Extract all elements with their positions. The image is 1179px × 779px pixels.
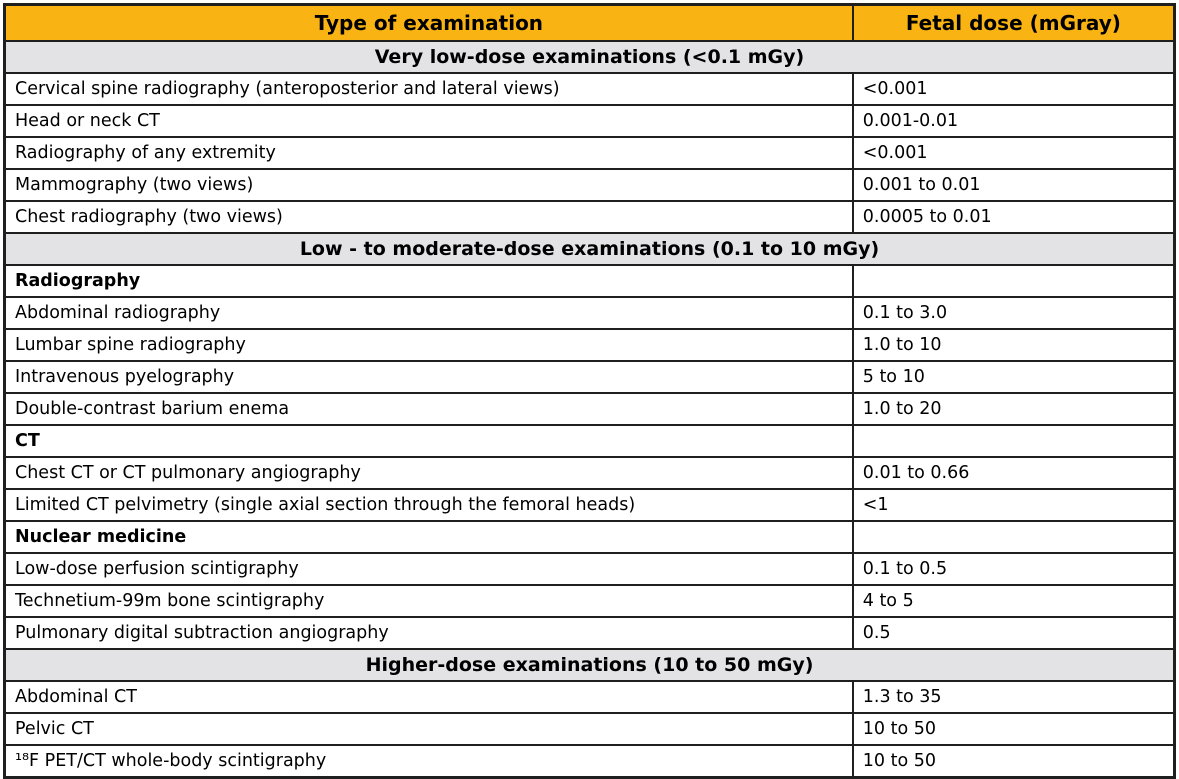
column-header-type-of-examination: Type of examination [3, 3, 854, 42]
dose-cell: <0.001 [851, 136, 1176, 170]
dose-cell: <0.001 [851, 72, 1176, 106]
subsection-header-cell: CT [3, 424, 854, 458]
dose-cell [851, 520, 1176, 554]
subsection-header-cell: Radiography [3, 264, 854, 298]
exam-cell: Double-contrast barium enema [3, 392, 854, 426]
section-header: Higher-dose examinations (10 to 50 mGy) [3, 648, 1176, 682]
dose-cell: 0.1 to 3.0 [851, 296, 1176, 330]
dose-cell: 5 to 10 [851, 360, 1176, 394]
column-header-fetal-dose: Fetal dose (mGray) [851, 3, 1176, 42]
dose-cell [851, 424, 1176, 458]
table-row: Pelvic CT 10 to 50 [3, 712, 1176, 746]
section-header: Low - to moderate-dose examinations (0.1… [3, 232, 1176, 266]
table-row: Higher-dose examinations (10 to 50 mGy) [3, 648, 1176, 682]
table-row: Technetium-99m bone scintigraphy 4 to 5 [3, 584, 1176, 618]
table-row: CT [3, 424, 1176, 458]
table-row: Very low-dose examinations (<0.1 mGy) [3, 40, 1176, 74]
table-row: Double-contrast barium enema 1.0 to 20 [3, 392, 1176, 426]
exam-cell: Cervical spine radiography (anteroposter… [3, 72, 854, 106]
exam-cell: Abdominal radiography [3, 296, 854, 330]
exam-cell: Limited CT pelvimetry (single axial sect… [3, 488, 854, 522]
dose-cell: 1.0 to 10 [851, 328, 1176, 362]
table-row: Abdominal radiography 0.1 to 3.0 [3, 296, 1176, 330]
table-row: Nuclear medicine [3, 520, 1176, 554]
exam-cell: Low-dose perfusion scintigraphy [3, 552, 854, 586]
exam-cell: Chest radiography (two views) [3, 200, 854, 234]
table-row: Intravenous pyelography 5 to 10 [3, 360, 1176, 394]
table-row: ¹⁸F PET/CT whole-body scintigraphy 10 to… [3, 744, 1176, 779]
dose-cell: 4 to 5 [851, 584, 1176, 618]
dose-cell: 0.0005 to 0.01 [851, 200, 1176, 234]
exam-cell: Pulmonary digital subtraction angiograph… [3, 616, 854, 650]
section-header: Very low-dose examinations (<0.1 mGy) [3, 40, 1176, 74]
dose-cell: 10 to 50 [851, 712, 1176, 746]
exam-cell: Abdominal CT [3, 680, 854, 714]
dose-cell [851, 264, 1176, 298]
table-row: Chest CT or CT pulmonary angiography 0.0… [3, 456, 1176, 490]
exam-cell: Mammography (two views) [3, 168, 854, 202]
exam-cell: Head or neck CT [3, 104, 854, 138]
table-row: Cervical spine radiography (anteroposter… [3, 72, 1176, 106]
table-header-row: Type of examination Fetal dose (mGray) [3, 3, 1176, 42]
exam-cell: Pelvic CT [3, 712, 854, 746]
exam-cell: Technetium-99m bone scintigraphy [3, 584, 854, 618]
dose-cell: 0.001 to 0.01 [851, 168, 1176, 202]
table-row: Abdominal CT 1.3 to 35 [3, 680, 1176, 714]
table-row: Low - to moderate-dose examinations (0.1… [3, 232, 1176, 266]
dose-cell: 0.001-0.01 [851, 104, 1176, 138]
dose-cell: 0.5 [851, 616, 1176, 650]
exam-cell: Lumbar spine radiography [3, 328, 854, 362]
fetal-dose-table: Type of examination Fetal dose (mGray) V… [3, 3, 1176, 779]
table-row: Mammography (two views) 0.001 to 0.01 [3, 168, 1176, 202]
table-row: Head or neck CT 0.001-0.01 [3, 104, 1176, 138]
table-row: Radiography of any extremity <0.001 [3, 136, 1176, 170]
dose-cell: 0.1 to 0.5 [851, 552, 1176, 586]
exam-cell: Intravenous pyelography [3, 360, 854, 394]
dose-cell: <1 [851, 488, 1176, 522]
exam-cell: Radiography of any extremity [3, 136, 854, 170]
table-row: Limited CT pelvimetry (single axial sect… [3, 488, 1176, 522]
table-row: Low-dose perfusion scintigraphy 0.1 to 0… [3, 552, 1176, 586]
table-row: Radiography [3, 264, 1176, 298]
exam-cell: Chest CT or CT pulmonary angiography [3, 456, 854, 490]
table-row: Chest radiography (two views) 0.0005 to … [3, 200, 1176, 234]
dose-cell: 0.01 to 0.66 [851, 456, 1176, 490]
dose-cell: 1.3 to 35 [851, 680, 1176, 714]
dose-cell: 10 to 50 [851, 744, 1176, 779]
subsection-header-cell: Nuclear medicine [3, 520, 854, 554]
table-row: Lumbar spine radiography 1.0 to 10 [3, 328, 1176, 362]
table-row: Pulmonary digital subtraction angiograph… [3, 616, 1176, 650]
dose-cell: 1.0 to 20 [851, 392, 1176, 426]
exam-cell: ¹⁸F PET/CT whole-body scintigraphy [3, 744, 854, 779]
